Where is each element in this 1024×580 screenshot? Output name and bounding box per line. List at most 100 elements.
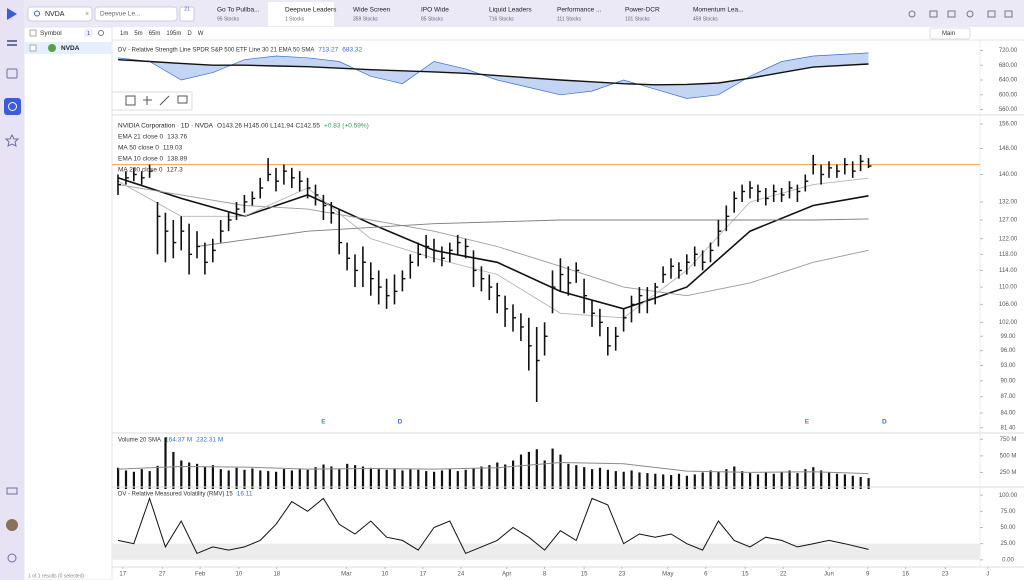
help-icon[interactable] [7,553,17,563]
favorites-icon[interactable] [4,133,20,147]
interval[interactable]: W [198,31,204,37]
tab-count[interactable]: 85 Stocks [421,16,443,22]
volume-bar [196,463,199,489]
volume-bar [598,467,602,489]
y-tick-label: 81.40 [1000,425,1016,431]
menu-icon[interactable] [7,40,17,42]
tab-name[interactable]: Momentum Lea... [693,7,744,14]
y-tick-label: 84.00 [1000,411,1016,417]
volume-bar [354,465,357,489]
checkbox[interactable] [29,29,37,37]
interval[interactable]: 65m [149,31,161,37]
tab-count[interactable]: 111 Stocks [557,16,581,22]
volume-bar [677,473,681,489]
volume-bar [772,473,775,489]
volume-bar [361,466,365,489]
volume-bar [259,470,262,489]
tool[interactable] [143,96,152,105]
tab-count[interactable]: 95 Stocks [217,16,239,22]
count-box [84,29,93,37]
volume-bar [124,470,128,489]
icon[interactable] [908,10,916,18]
volume-bar [709,470,712,489]
volume-bar [756,474,760,489]
rmv-band [112,543,980,560]
symbol[interactable]: NVDA [61,45,80,52]
volume-bar [369,467,372,489]
volume-bar [535,449,538,489]
y-tick-label: 110.00 [999,285,1018,291]
layout-name[interactable]: Main [942,31,955,37]
tab-name[interactable]: Go To Pullba... [217,7,260,14]
sidebar-icon[interactable] [6,68,18,79]
interval[interactable]: D [187,31,192,37]
icon[interactable] [947,10,956,18]
layout-select[interactable] [929,27,971,40]
tab-name[interactable]: Liquid Leaders [489,7,532,14]
tab-name[interactable]: Power-DCR [625,7,660,14]
watchlist-select[interactable] [94,6,178,22]
sidebar-icon[interactable] [6,487,18,495]
icon[interactable] [987,10,996,18]
settings-icon[interactable] [98,30,104,36]
tab-name[interactable]: Deepvue Leaders [285,7,337,14]
volume-bar [662,474,665,489]
volume-bar [180,460,183,489]
tab-count[interactable]: 1 Stocks [285,16,305,22]
menu-icon[interactable] [7,44,17,46]
volume-bar [338,469,341,489]
interval[interactable]: 5m [134,31,142,37]
rs-line [117,59,869,86]
volume-bar [512,460,515,489]
clear[interactable]: × [85,11,89,18]
tab-count[interactable]: 359 Stocks [353,16,378,22]
tab-name[interactable]: Wide Screen [353,7,391,14]
icon[interactable] [1004,10,1013,18]
y-tick-label: 102.00 [999,320,1018,326]
volume-bar [298,468,301,489]
badge-box[interactable] [179,6,195,22]
sidebar-active[interactable] [4,98,21,115]
y-tick-label: 114.00 [999,268,1018,274]
tab-count[interactable]: 101 Stocks [625,16,650,22]
tool[interactable] [177,95,188,104]
tab-name[interactable]: IPO Wide [421,7,449,14]
interval[interactable]: 1m [120,31,128,37]
symbol-row[interactable] [24,42,112,54]
avatar[interactable] [6,519,18,531]
volume-bar [851,475,854,489]
checkbox[interactable] [29,44,37,52]
volume-bar [812,467,815,489]
x-tick-label: 24 [458,572,465,578]
legend-name: EMA 10 close 0 [118,156,164,163]
tool[interactable] [125,95,136,106]
symbol-logo [48,44,56,52]
x-tick-label: 6 [704,572,708,578]
y-tick-label: 148.00 [999,146,1018,152]
tab-count[interactable]: 716 Stocks [489,16,514,22]
icon[interactable] [929,10,938,18]
x-tick-label: Feb [195,572,206,578]
watchlist-tab[interactable]: Deepvue Le... [100,11,141,18]
y-tick-label: 0.00 [1002,557,1014,563]
event-marker: D [398,419,403,426]
drawing-tools [111,91,193,111]
x-tick-label: 17 [420,572,427,578]
volume-bar [188,462,191,489]
volume-bar [219,469,222,489]
volume-bar [409,469,412,489]
tab-name[interactable]: Performance ... [557,7,602,14]
tool[interactable] [159,95,170,106]
volume-bar [606,469,609,489]
x-tick-label: Jun [824,572,834,578]
volume-bar [417,469,420,489]
interval[interactable]: 195m [166,31,181,37]
volume-bar [172,451,175,489]
volume-bar [614,471,617,489]
volume-bar [496,462,499,489]
icon[interactable] [966,10,974,18]
tab-count[interactable]: 459 Stocks [693,16,718,22]
volume-bar [559,454,562,489]
volume-bar [203,466,207,489]
search-box[interactable] [27,6,93,22]
